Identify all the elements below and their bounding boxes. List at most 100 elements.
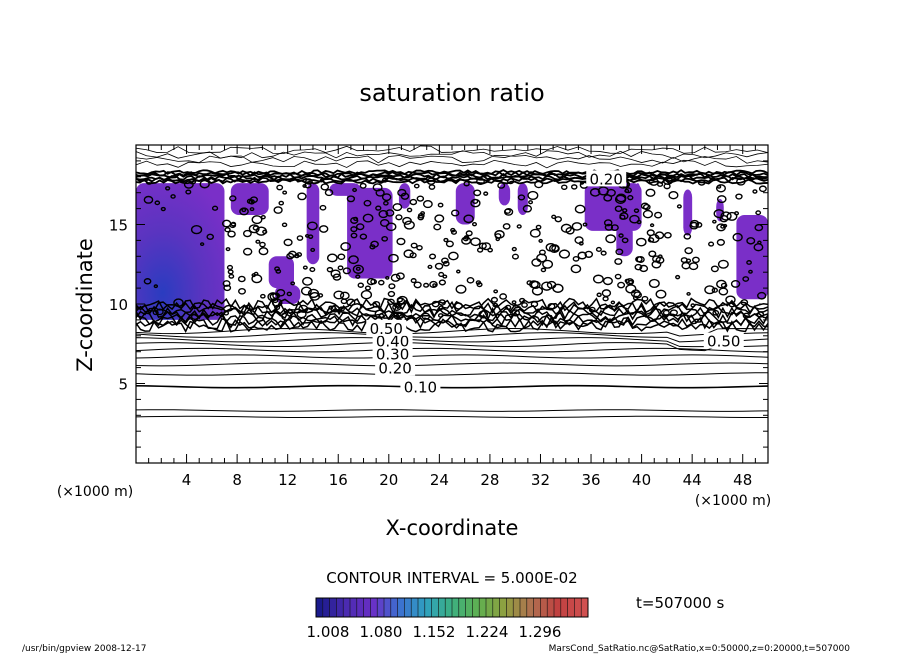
saturation-region	[736, 214, 768, 300]
colorbar-cell	[540, 598, 548, 617]
x-tick-label: 24	[430, 471, 449, 489]
y-tick-label: 5	[118, 376, 128, 394]
contour-label-bg	[586, 170, 627, 187]
colorbar-cell	[520, 598, 528, 617]
colorbar-cell	[438, 598, 446, 617]
upper-contour-band	[136, 178, 768, 185]
contour-label: 0.20	[590, 170, 623, 188]
saturation-region	[136, 183, 225, 320]
cloud-base-contour	[136, 318, 768, 334]
colorbar-cell	[506, 598, 514, 617]
x-axis-title: X-coordinate	[386, 516, 519, 540]
contour-label: 0.50	[370, 320, 403, 338]
x-tick-label: 8	[232, 471, 242, 489]
plot-area: 0.100.200.300.400.500.200.504 8 12 16 20 24 28…	[109, 144, 769, 489]
contour-label-bg	[375, 359, 416, 376]
colorbar-cell	[486, 598, 494, 617]
x-tick-label: 20	[379, 471, 398, 489]
colorbar-cell	[472, 598, 480, 617]
x-tick-label: 36	[581, 471, 600, 489]
colorbar-cell	[554, 598, 562, 617]
colorbar-cell	[336, 598, 344, 617]
y-unit-label: (×1000 m)	[57, 484, 133, 500]
stratified-contour	[136, 384, 768, 389]
colorbar-cell	[458, 598, 467, 617]
colorbar-cell	[411, 598, 419, 617]
x-tick-label: 4	[182, 471, 192, 489]
stratified-contour	[136, 337, 768, 348]
stratified-contour	[136, 372, 768, 376]
x-unit-label: (×1000 m)	[695, 493, 771, 509]
colorbar-cell	[431, 598, 439, 617]
colorbar-cell	[513, 598, 521, 617]
colorbar-cell	[547, 598, 555, 617]
colorbar-cell	[404, 598, 412, 617]
contour-label-bg	[366, 319, 407, 336]
time-label: t=507000 s	[636, 594, 724, 612]
saturation-region	[616, 224, 633, 257]
contour-label-bg	[703, 332, 744, 349]
colorbar-cell	[329, 598, 337, 617]
colorbar-cell	[465, 598, 473, 617]
upper-contour-line	[136, 155, 768, 164]
colorbar-cell	[526, 598, 535, 617]
colorbar-cell	[363, 598, 371, 617]
x-tick-label: 12	[278, 471, 297, 489]
colorbar-cell	[533, 598, 541, 617]
y-axis-title: Z-coordinate	[73, 238, 97, 372]
colorbar-tick-label: 1.296	[519, 623, 562, 641]
saturation-region	[455, 183, 475, 225]
colorbar-cell	[316, 598, 324, 617]
y-tick-label: 15	[109, 217, 128, 235]
x-tick-label: 48	[733, 471, 752, 489]
upper-contour-line	[136, 150, 768, 159]
contour-label-bg	[400, 378, 441, 395]
x-tick-label: 44	[683, 471, 702, 489]
cloud-base-contour	[136, 303, 768, 318]
colorbar-cell	[499, 598, 507, 617]
colorbar-cell	[322, 598, 331, 617]
stratified-contour	[136, 332, 768, 343]
colorbar-tick-label: 1.152	[413, 623, 456, 641]
colorbar-tick-label: 1.080	[360, 623, 403, 641]
colorbar-cell	[452, 598, 460, 617]
colorbar: 1.008 1.080 1.152 1.224 1.296	[307, 597, 589, 641]
stratified-contour	[136, 327, 768, 337]
colorbar-cell	[356, 598, 365, 617]
colorbar-tick-label: 1.224	[466, 623, 509, 641]
cloud-base-contour	[136, 315, 768, 330]
cloud-contours	[143, 176, 767, 321]
colorbar-cell	[390, 598, 399, 617]
colorbar-cell	[377, 598, 385, 617]
colorbar-cell	[560, 598, 569, 617]
colorbar-cell	[567, 598, 575, 617]
colorbar-cell	[424, 598, 433, 617]
x-tick-label: 32	[531, 471, 550, 489]
colorbar-frame	[315, 597, 589, 618]
cloud-base-contour	[136, 297, 768, 311]
contour-label: 0.10	[404, 379, 437, 397]
x-tick-label: 16	[329, 471, 348, 489]
colorbar-cell	[370, 598, 378, 617]
upper-contour-line	[136, 159, 768, 169]
colorbar-tick-label: 1.008	[307, 623, 350, 641]
stratified-contour	[136, 409, 768, 412]
contour-interval-label: CONTOUR INTERVAL = 5.000E-02	[326, 569, 577, 587]
upper-contour-band	[136, 169, 768, 175]
upper-contour-band	[136, 172, 768, 179]
colorbar-cell	[574, 598, 582, 617]
upper-contour-line	[136, 145, 768, 155]
x-tick-label: 28	[480, 471, 499, 489]
colorbar-cell	[581, 598, 589, 617]
stratified-contour	[136, 362, 768, 367]
y-tick-label: 10	[109, 296, 128, 314]
upper-contour-band	[136, 174, 768, 181]
saturation-region	[306, 183, 320, 265]
colorbar-cell	[397, 598, 405, 617]
colorbar-cell	[343, 598, 351, 617]
stratified-contour	[136, 415, 768, 419]
contour-label-bg	[372, 345, 413, 362]
stratified-contour	[136, 342, 768, 352]
contour-label: 0.30	[376, 345, 409, 363]
